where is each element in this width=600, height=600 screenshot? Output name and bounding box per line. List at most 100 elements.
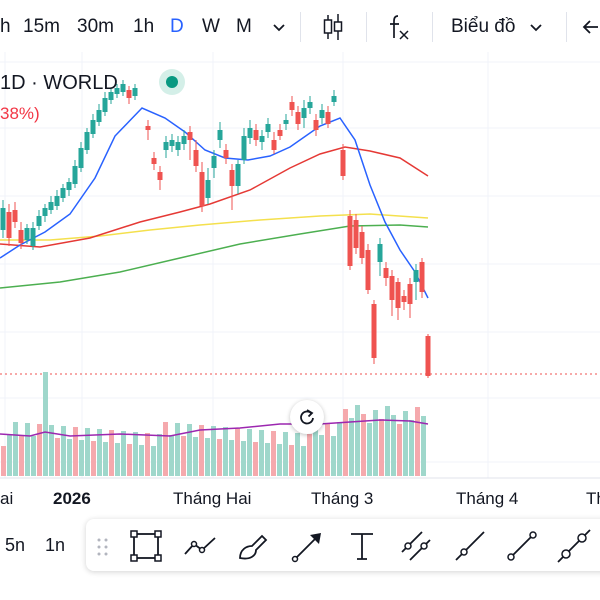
candlestick xyxy=(211,156,217,168)
toolbar-divider xyxy=(300,12,301,42)
volume-bar xyxy=(301,446,306,476)
timeframe-15m[interactable]: 15m xyxy=(23,16,60,37)
back-arrow-icon[interactable] xyxy=(582,16,600,38)
candlestick-icon[interactable] xyxy=(320,12,346,42)
volume-bar xyxy=(271,431,276,476)
volume-bar xyxy=(121,431,126,476)
candlestick xyxy=(42,208,48,216)
volume-bar xyxy=(85,428,90,476)
volume-bar xyxy=(277,444,282,476)
volume-bar xyxy=(139,445,144,476)
candlestick xyxy=(54,196,60,206)
candlestick xyxy=(12,210,18,222)
chevron-down-icon[interactable] xyxy=(271,20,287,34)
candlestick xyxy=(18,230,24,243)
volume-bar xyxy=(253,442,258,476)
volume-bar xyxy=(163,422,168,476)
candlestick xyxy=(371,304,377,358)
market-open-dot xyxy=(166,76,178,88)
candlestick xyxy=(102,98,108,112)
timeframe-1h[interactable]: 1h xyxy=(133,16,155,37)
timeframe-d[interactable]: D xyxy=(170,16,184,37)
timeframe-1n[interactable]: 1n xyxy=(45,535,66,555)
candlestick xyxy=(0,208,6,230)
volume-bar xyxy=(61,426,66,476)
volume-bar xyxy=(235,428,240,476)
price-change-percent: 38%) xyxy=(0,104,40,123)
volume-bar xyxy=(91,441,96,476)
candlestick xyxy=(413,270,419,282)
candlestick xyxy=(313,120,319,130)
timeframe-5n[interactable]: 5n xyxy=(5,535,26,555)
volume-bar xyxy=(43,372,48,476)
path-tool-icon[interactable] xyxy=(182,528,218,564)
volume-bar xyxy=(205,438,210,476)
volume-bar xyxy=(157,434,162,476)
timeframe-w[interactable]: W xyxy=(202,16,220,37)
candlestick xyxy=(340,150,346,176)
trend-line-icon[interactable] xyxy=(504,528,540,564)
candlestick xyxy=(395,282,401,308)
candlestick xyxy=(30,228,36,246)
candlestick xyxy=(205,180,211,198)
x-axis-label: Tháng Hai xyxy=(173,489,252,508)
text-tool-icon[interactable] xyxy=(344,528,380,564)
volume-bar xyxy=(79,440,84,476)
volume-bar xyxy=(169,435,174,476)
chart-type-dropdown[interactable]: Biểu đồ xyxy=(451,16,516,37)
candlestick xyxy=(60,188,66,198)
candlestick xyxy=(72,166,78,184)
volume-bar xyxy=(37,424,42,476)
parallel-channel-icon[interactable] xyxy=(398,528,434,564)
reset-icon xyxy=(300,409,314,425)
candlestick xyxy=(359,232,365,258)
volume-bar xyxy=(199,425,204,476)
candlestick xyxy=(295,112,301,124)
reset-chart-button[interactable] xyxy=(290,400,324,434)
volume-bar xyxy=(31,436,36,476)
candlestick xyxy=(401,296,407,302)
timeframe-h[interactable]: h xyxy=(0,16,11,37)
ray-tool-icon[interactable] xyxy=(452,528,488,564)
candlestick xyxy=(157,172,163,180)
drag-handle-icon[interactable] xyxy=(96,537,110,557)
candlestick xyxy=(24,228,30,240)
candlestick xyxy=(389,276,395,300)
volume-bar xyxy=(385,406,390,476)
volume-moving-average xyxy=(0,419,429,437)
volume-bar xyxy=(283,432,288,476)
candlestick xyxy=(253,130,259,140)
volume-bar xyxy=(175,423,180,476)
volume-bar xyxy=(265,443,270,476)
volume-bar xyxy=(421,416,426,476)
volume-bar xyxy=(355,405,360,476)
volume-bar xyxy=(337,422,342,476)
extended-line-icon[interactable] xyxy=(556,528,592,564)
volume-bar xyxy=(241,441,246,476)
timeframe-30m[interactable]: 30m xyxy=(77,16,114,37)
volume-bar xyxy=(325,423,330,476)
candlestick xyxy=(383,268,389,278)
brush-tool-icon[interactable] xyxy=(236,528,272,564)
candlestick xyxy=(199,172,205,206)
rectangle-tool-icon[interactable] xyxy=(128,528,164,564)
volume-bar xyxy=(307,434,312,476)
moving-average-red xyxy=(0,146,429,248)
candlestick xyxy=(353,220,359,248)
chevron-down-icon[interactable] xyxy=(528,20,544,34)
candlestick xyxy=(90,120,96,134)
x-axis-label: 2026 xyxy=(53,489,91,508)
timeframe-m[interactable]: M xyxy=(236,16,252,37)
volume-bar xyxy=(247,429,252,476)
arrow-tool-icon[interactable] xyxy=(290,528,326,564)
candlestick xyxy=(96,110,102,122)
drawing-tools-panel xyxy=(86,519,600,571)
toolbar-divider xyxy=(566,12,567,42)
indicators-fx-icon[interactable] xyxy=(386,12,412,42)
volume-bar xyxy=(145,433,150,476)
price-chart[interactable] xyxy=(0,52,600,517)
volume-bar xyxy=(25,423,30,476)
candlestick xyxy=(319,110,325,118)
volume-bar xyxy=(313,422,318,476)
candlestick xyxy=(229,170,235,186)
